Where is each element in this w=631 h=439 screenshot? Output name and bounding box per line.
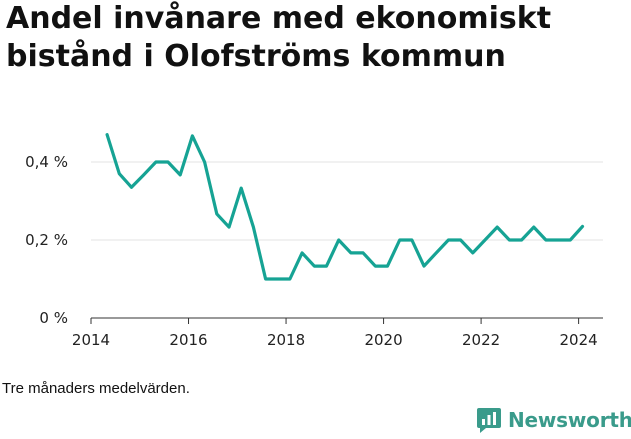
y-axis-ticks: 0 % 0,2 % 0,4 % xyxy=(25,153,68,327)
chart-title: Andel invånare med ekonomiskt bistånd i … xyxy=(6,1,552,74)
footnote: Tre månaders medelvärden. xyxy=(2,380,190,397)
y-tick-label: 0,4 % xyxy=(25,153,68,171)
series-line xyxy=(105,133,585,281)
x-tick-label: 2018 xyxy=(267,331,305,349)
x-tick-label: 2016 xyxy=(169,331,207,349)
x-tick-label: 2024 xyxy=(560,331,598,349)
brand-logo: Newsworthy xyxy=(476,407,631,433)
newsworthy-logo-icon xyxy=(477,408,501,433)
y-tick-label: 0 % xyxy=(39,309,68,327)
x-tick-label: 2014 xyxy=(72,331,110,349)
x-tick-label: 2022 xyxy=(462,331,500,349)
grid-lines xyxy=(91,161,603,241)
brand-name: Newsworthy xyxy=(508,408,631,432)
x-tick-label: 2020 xyxy=(364,331,402,349)
y-tick-label: 0,2 % xyxy=(25,231,68,249)
x-axis-ticks: 2014 2016 2018 2020 2022 2024 xyxy=(72,318,598,349)
